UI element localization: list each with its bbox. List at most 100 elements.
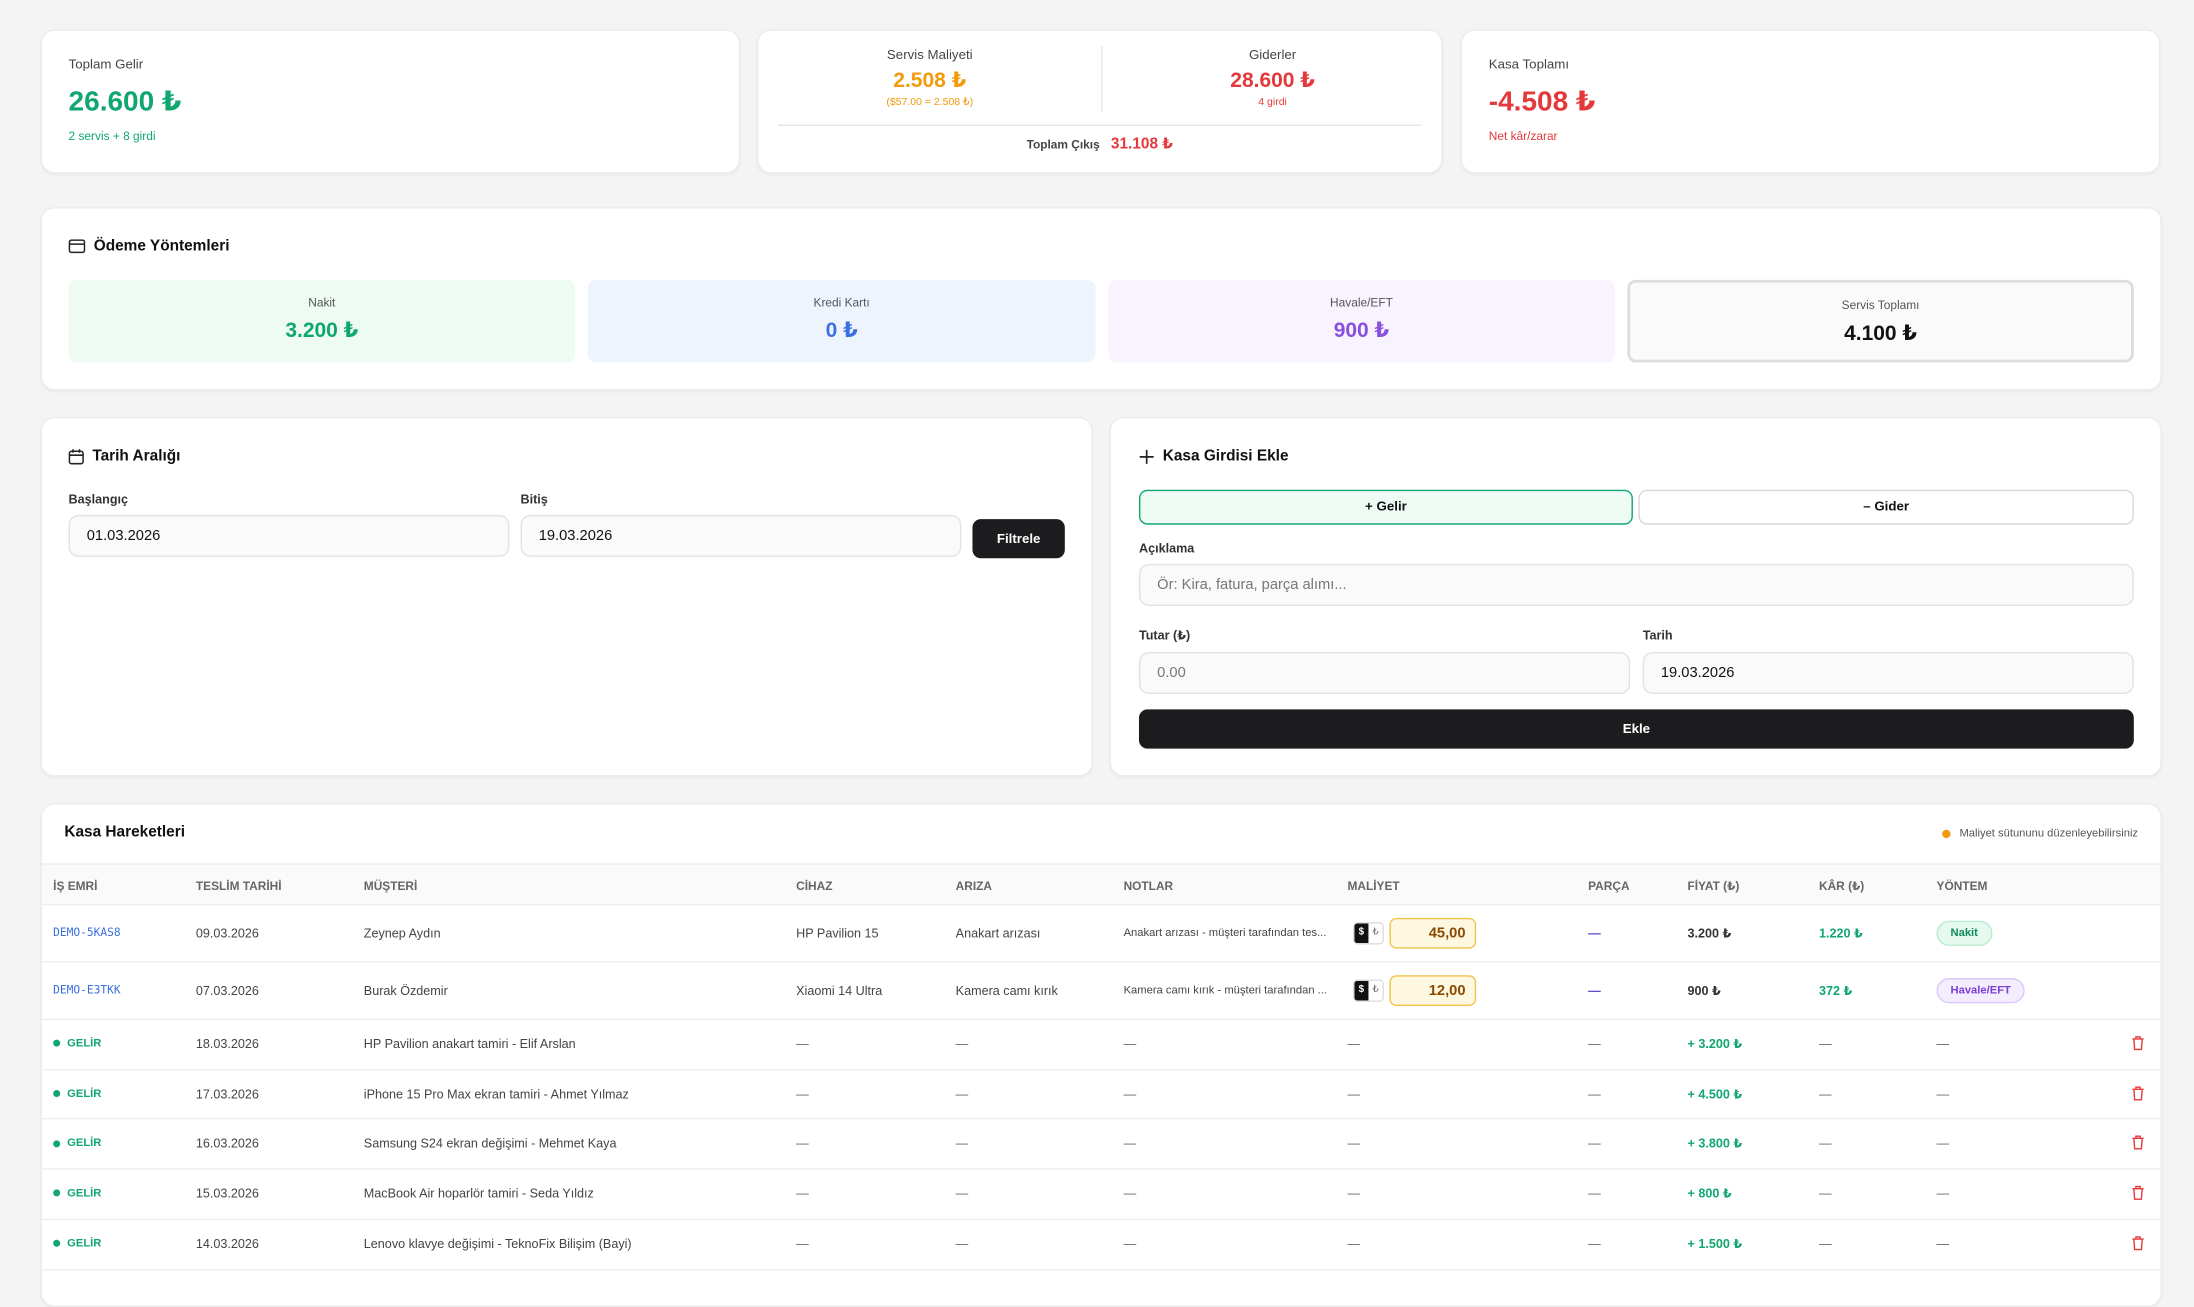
column-header: TESLİM TARİHİ	[195, 878, 282, 893]
table-header	[41, 863, 2161, 906]
cell: + 1.500 ₺	[1687, 1236, 1743, 1251]
column-header: FİYAT (₺)	[1687, 878, 1740, 893]
currency-toggle: $ ₺	[1353, 978, 1385, 1002]
value: 31.108 ₺	[1110, 135, 1173, 153]
icon	[1139, 449, 1154, 464]
type: GELİR	[53, 1185, 101, 1202]
row-divider	[41, 1068, 2161, 1070]
delete-button[interactable]	[2131, 1135, 2145, 1153]
cell: 16.03.2026	[195, 1136, 259, 1151]
label: Toplam Çıkış	[1026, 136, 1100, 151]
trash-icon	[2132, 1185, 2144, 1200]
income-tab[interactable]: + Gelir	[1138, 489, 1633, 525]
value: 28.600 ₺	[1230, 68, 1315, 93]
cell: —	[1347, 1086, 1361, 1101]
cell: Samsung S24 ekran değişimi - Mehmet Kaya	[363, 1136, 617, 1151]
type: GELİR	[53, 1135, 101, 1152]
value: 2.508 ₺	[893, 68, 967, 93]
label: Nakit	[308, 295, 336, 310]
type-label: GELİR	[67, 1086, 102, 1100]
dot	[53, 1189, 61, 1197]
cell: —	[955, 1086, 969, 1101]
method-badge: Nakit	[1936, 919, 1992, 946]
cell: 1.220 ₺	[1818, 925, 1863, 940]
work-order[interactable]: DEMO-5KAS8	[53, 925, 121, 939]
start-date[interactable]: 01.03.2026	[68, 514, 510, 557]
label: Toplam Gelir	[68, 57, 144, 73]
currency-usd[interactable]: $	[1354, 922, 1369, 943]
icon	[68, 448, 84, 464]
cell: 15.03.2026	[195, 1186, 259, 1201]
cell: —	[796, 1236, 809, 1251]
cost-input[interactable]: 12,00	[1389, 974, 1477, 1006]
cell: HP Pavilion anakart tamiri - Elif Arslan	[363, 1036, 576, 1051]
cell: —	[796, 1186, 809, 1201]
note: Net kâr/zarar	[1488, 128, 1558, 143]
column-header: İŞ EMRİ	[53, 878, 98, 893]
amount-input[interactable]: 0.00	[1138, 652, 1631, 695]
currency-toggle: $ ₺	[1353, 921, 1385, 944]
cell: Kamera camı kırık - müşteri tarafından .…	[1123, 982, 1328, 996]
method-badge: Havale/EFT	[1936, 977, 2025, 1003]
cell: Zeynep Aydın	[363, 925, 441, 940]
cell: 372 ₺	[1818, 982, 1853, 997]
type-label: GELİR	[67, 1186, 102, 1200]
currency-try[interactable]: ₺	[1372, 984, 1379, 995]
description-input[interactable]: Ör: Kira, fatura, parça alımı...	[1138, 563, 2134, 606]
dot	[53, 1239, 61, 1247]
cell: 18.03.2026	[195, 1036, 259, 1051]
cell: —	[955, 1136, 969, 1151]
cell: —	[1936, 1186, 1950, 1201]
cell: —	[1936, 1086, 1950, 1101]
column-header: NOTLAR	[1123, 878, 1174, 893]
tile: Nakit 3.200 ₺	[68, 279, 576, 363]
value: 26.600 ₺	[68, 86, 182, 118]
delete-button[interactable]	[2131, 1035, 2145, 1053]
delete-button[interactable]	[2131, 1185, 2145, 1203]
type-label: GELİR	[67, 1236, 102, 1250]
value: 01.03.2026	[86, 527, 161, 545]
cell: —	[1347, 1186, 1361, 1201]
value: -4.508 ₺	[1488, 86, 1596, 118]
title: Tarih Aralığı	[92, 447, 181, 465]
currency-try[interactable]: ₺	[1372, 926, 1379, 937]
cell: 3.200 ₺	[1687, 925, 1732, 940]
label: Servis Toplamı	[1841, 298, 1920, 313]
cell: —	[1818, 1236, 1832, 1251]
delete-button[interactable]	[2131, 1235, 2145, 1253]
section-title: Ödeme Yöntemleri	[68, 238, 229, 255]
cost-input[interactable]: 45,00	[1389, 917, 1477, 948]
cell: Lenovo klavye değişimi - TeknoFix Bilişi…	[363, 1236, 632, 1251]
cell: —	[1123, 1086, 1137, 1101]
end-date[interactable]: 19.03.2026	[520, 514, 962, 557]
expense-tab[interactable]: – Gider	[1638, 489, 2134, 525]
cell: + 3.800 ₺	[1687, 1136, 1743, 1151]
row-divider	[41, 1018, 2161, 1021]
work-order[interactable]: DEMO-E3TKK	[53, 982, 121, 996]
field-label: Açıklama	[1138, 541, 1195, 556]
cell: 17.03.2026	[195, 1086, 259, 1101]
add-button[interactable]: Ekle	[1138, 709, 2134, 749]
row-divider	[41, 961, 2161, 963]
field-label: Bitiş	[520, 492, 548, 507]
service-cost: Servis Maliyeti 2.508 ₺ ($57.00 = 2.508 …	[758, 48, 1101, 108]
divider	[777, 124, 1422, 126]
currency-usd[interactable]: $	[1354, 980, 1369, 1000]
column-header: PARÇA	[1588, 878, 1630, 893]
column-header: KÂR (₺)	[1818, 878, 1865, 893]
label: Havale/EFT	[1330, 295, 1393, 310]
delete-button[interactable]	[2131, 1085, 2145, 1103]
cell: —	[1936, 1136, 1950, 1151]
cell: —	[1818, 1186, 1832, 1201]
part: —	[1588, 925, 1601, 940]
filter-button[interactable]: Filtrele	[972, 519, 1065, 559]
cost-editor: $ ₺ 12,00	[1353, 974, 1477, 1006]
cell: —	[1588, 1136, 1601, 1151]
date-input[interactable]: 19.03.2026	[1642, 652, 2134, 695]
cell: —	[796, 1036, 809, 1051]
expenses: Giderler 28.600 ₺ 4 girdi	[1101, 48, 1444, 108]
field-label: Başlangıç	[68, 492, 129, 507]
cell: Burak Özdemir	[363, 982, 448, 997]
label: Servis Maliyeti	[886, 47, 973, 63]
